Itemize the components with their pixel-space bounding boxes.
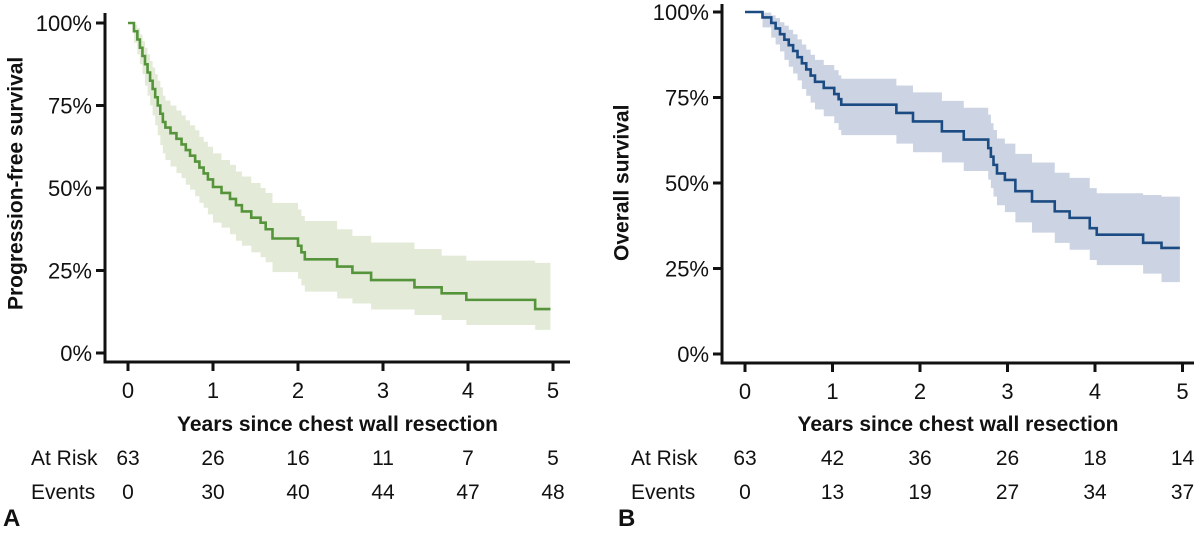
risk-table-value: 13: [820, 481, 845, 504]
x-tick-label: 0: [122, 378, 134, 403]
survival-plot: 100% 75% 50% 25% 0% 0 1 2 3 4 5: [653, 0, 1194, 404]
axis-lines: [720, 4, 1194, 365]
risk-table-value: 37: [1170, 481, 1195, 504]
x-tick-label: 5: [1176, 379, 1188, 404]
x-axis-title: Years since chest wall resection: [797, 413, 1119, 436]
events-row: Events 0 30 40 44 47 48: [0, 481, 600, 507]
at-risk-values: 63 26 16 11 7 5: [0, 447, 600, 473]
survival-curve: [128, 21, 551, 311]
y-tick-label: 100%: [36, 11, 92, 36]
y-tick-label: 25%: [665, 257, 709, 282]
events-values: 0 13 19 27 34 37: [600, 481, 1200, 507]
risk-table-value: 27: [995, 481, 1020, 504]
x-axis-title: Years since chest wall resection: [176, 413, 498, 436]
y-tick-label: 75%: [665, 86, 709, 111]
risk-table-value: 11: [372, 447, 394, 470]
risk-table-value: 16: [286, 447, 310, 470]
y-tick-label: 50%: [665, 171, 709, 196]
events-values: 0 30 40 44 47 48: [0, 481, 600, 507]
at-risk-label: At Risk: [631, 447, 698, 470]
events-label: Events: [31, 481, 96, 504]
y-tick-label: 0%: [677, 342, 709, 367]
risk-table-value: 14: [1170, 447, 1195, 470]
survival-plot: 100% 75% 50% 25% 0% 0 1 2 3 4 5: [36, 11, 570, 403]
x-tick-label: 2: [914, 379, 926, 404]
events-label: Events: [631, 481, 696, 504]
risk-table-value: 42: [820, 447, 845, 470]
at-risk-label: At Risk: [31, 447, 98, 470]
risk-table-value: 5: [547, 447, 559, 470]
y-tick-label: 50%: [48, 176, 92, 201]
risk-table-value: 40: [286, 481, 310, 504]
risk-table-value: 47: [456, 481, 480, 504]
at-risk-row: At Risk 63 42 36 26 18 14: [600, 447, 1200, 473]
events-row: Events 0 13 19 27 34 37: [600, 481, 1200, 507]
x-tick-label: 4: [462, 378, 474, 403]
x-tick-label: 0: [739, 379, 751, 404]
risk-table-value: 63: [116, 447, 140, 470]
risk-table-value: 0: [739, 481, 751, 504]
y-tick-label: 100%: [653, 0, 709, 25]
panel-letter: A: [3, 505, 21, 532]
x-tick-label: 3: [1001, 379, 1013, 404]
panel-progression-free-survival: Progression-free survival 100% 75% 50% 25% 0…: [0, 11, 600, 532]
x-tick-label: 3: [377, 378, 389, 403]
risk-table-value: 0: [122, 481, 134, 504]
risk-table-value: 44: [371, 481, 395, 504]
x-tick-label: 4: [1089, 379, 1101, 404]
y-tick-label: 0%: [60, 341, 92, 366]
at-risk-values: 63 42 36 26 18 14: [600, 447, 1200, 473]
risk-table-value: 63: [733, 447, 757, 470]
x-tick-label: 5: [547, 378, 559, 403]
at-risk-row: At Risk 63 26 16 11 7 5: [0, 447, 600, 473]
y-tick-label: 25%: [48, 259, 92, 284]
panel-letter: B: [618, 505, 636, 532]
risk-table-value: 26: [201, 447, 225, 470]
y-tick-label: 75%: [48, 94, 92, 119]
x-tick-label: 2: [292, 378, 304, 403]
x-tick-label: 1: [826, 379, 838, 404]
risk-table-value: 34: [1083, 481, 1107, 504]
risk-table-value: 19: [908, 481, 932, 504]
confidence-band: [745, 12, 1180, 283]
risk-table-value: 30: [201, 481, 225, 504]
risk-table-value: 36: [908, 447, 932, 470]
risk-table-value: 18: [1083, 447, 1107, 470]
risk-table-value: 7: [462, 447, 474, 470]
risk-table-value: 48: [541, 481, 565, 504]
confidence-band: [128, 23, 551, 330]
panel-overall-survival: Overall survival 100% 75% 50% 25% 0% 0 1 2 3 4 5 Y…: [600, 0, 1200, 543]
axis-lines: [103, 13, 570, 364]
survival-curve: [745, 10, 1180, 250]
x-tick-label: 1: [207, 378, 219, 403]
risk-table-value: 26: [995, 447, 1020, 470]
